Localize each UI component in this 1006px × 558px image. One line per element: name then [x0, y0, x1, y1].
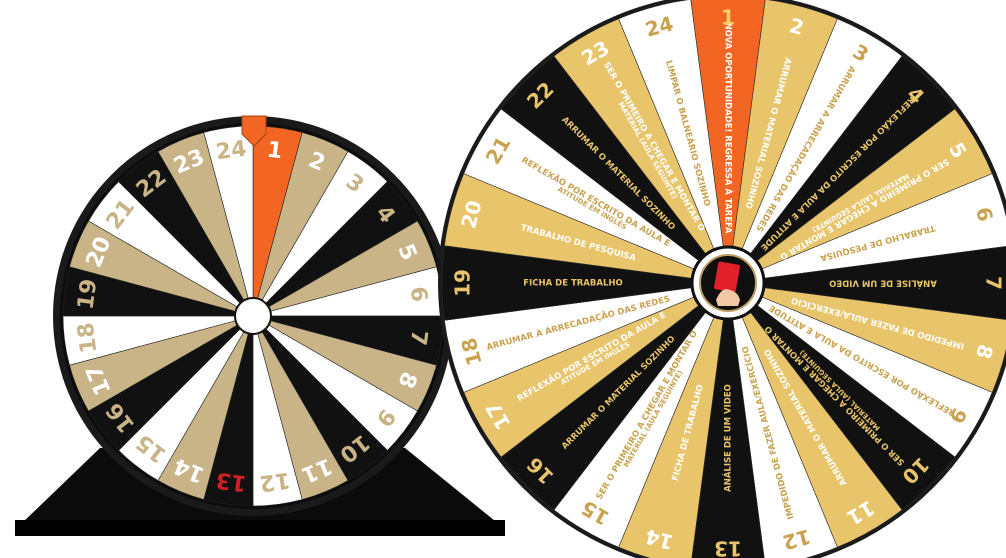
small-wheel-hub — [234, 297, 272, 335]
small-wheel-number: 18 — [74, 321, 103, 355]
small-wheel-number: 12 — [258, 467, 292, 496]
big-wheel-segment — [618, 0, 729, 284]
big-wheel-segment — [691, 282, 765, 558]
big-wheel-segment — [727, 173, 1006, 284]
small-wheel-number: 7 — [405, 329, 432, 347]
small-wheel-number: 1 — [266, 138, 284, 165]
big-wheel-number: 7 — [982, 276, 1006, 290]
small-wheel-number: 13 — [214, 467, 248, 496]
small-wheel-number: 24 — [214, 137, 248, 166]
big-wheel-number: 2 — [787, 13, 807, 40]
pointer-marker-icon — [241, 115, 267, 147]
big-wheel-label: FICHA DE TRABALHO — [523, 279, 622, 289]
big-wheel-number: 6 — [971, 204, 998, 224]
big-wheel-label: ANÁLISE DE UM VIDEO — [722, 384, 734, 492]
big-wheel-number: 13 — [714, 537, 742, 558]
red-card-hand-icon — [714, 261, 740, 306]
small-wheel-number: 6 — [405, 285, 432, 303]
big-wheel-number: 8 — [971, 342, 998, 362]
big-wheel-label: ANÁLISE DE UM VIDEO — [829, 278, 937, 290]
small-wheel-number: 19 — [74, 277, 103, 311]
big-prize-wheel[interactable]: NOVA OPORTUNIDADE! REGRESSA À TAREFA ARRU… — [438, 0, 1006, 558]
big-wheel-number: 19 — [451, 269, 475, 297]
big-wheel-segment — [727, 246, 1006, 320]
big-wheel-label: NOVA OPORTUNIDADE! REGRESSA À TAREFA — [723, 23, 735, 234]
big-wheel-number: 1 — [721, 6, 735, 30]
big-wheel-segment — [690, 0, 766, 284]
